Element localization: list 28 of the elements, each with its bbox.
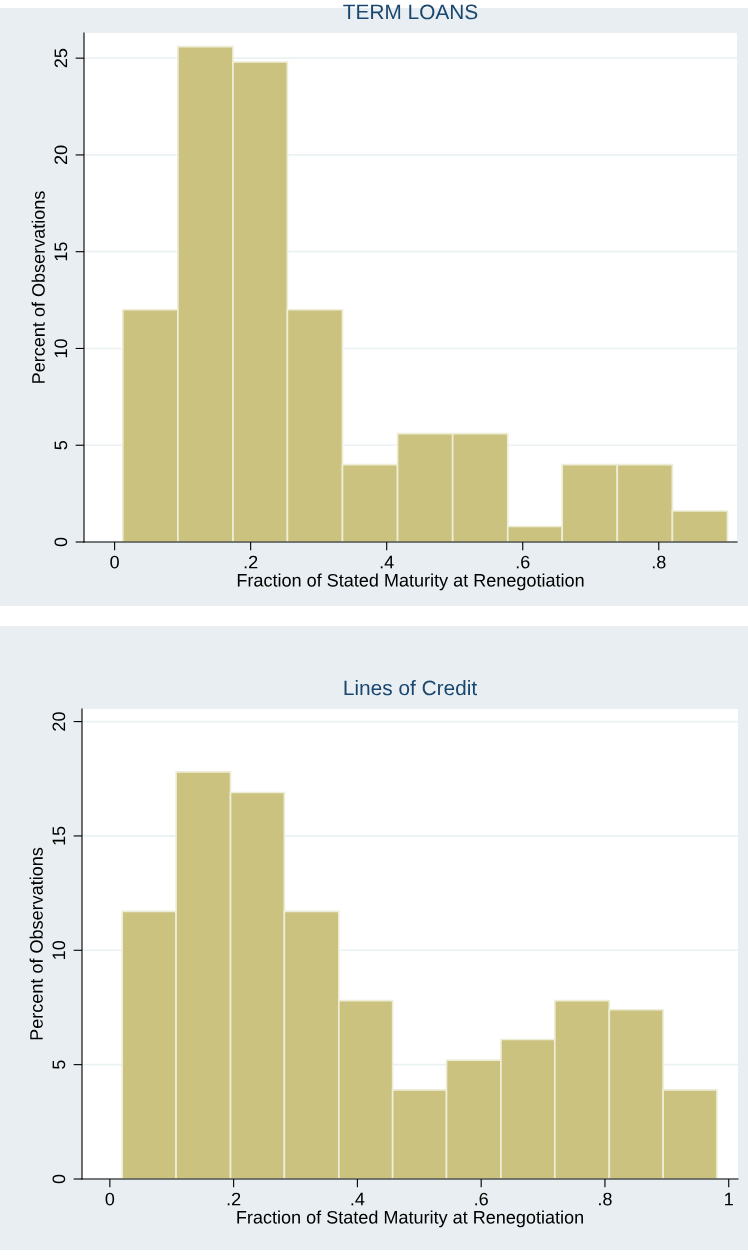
y-tick-label: 0 [54, 537, 68, 547]
x-tick-label: 0 [105, 1192, 115, 1206]
y-tick-label: 5 [54, 440, 68, 450]
x-tick-label: .2 [227, 1192, 241, 1206]
chart-title: TERM LOANS [343, 4, 478, 20]
x-tick-label: .8 [599, 1192, 612, 1206]
y-tick-label: 20 [52, 712, 66, 731]
y-tick-label: 15 [54, 242, 68, 261]
x-tick-label: .4 [380, 555, 394, 569]
chart-title: Lines of Credit [344, 680, 478, 696]
x-tick-label: 0 [110, 555, 119, 569]
x-tick-label: .6 [475, 1192, 488, 1206]
x-axis-title: Fraction of Stated Maturity at Renegotiation [237, 1210, 583, 1228]
y-tick-label: 0 [52, 1174, 66, 1184]
y-tick-label: 15 [52, 826, 66, 845]
y-tick-label: 5 [52, 1060, 66, 1069]
x-tick-label: 1 [725, 1192, 733, 1206]
x-tick-label: .8 [652, 555, 666, 569]
x-tick-label: .4 [351, 1192, 365, 1206]
y-tick-label: 10 [52, 940, 66, 959]
y-tick-label: 25 [54, 48, 68, 68]
x-axis-title: Fraction of Stated Maturity at Renegotiation [237, 573, 584, 591]
y-axis-title: Percent of Observations [29, 847, 43, 1040]
y-tick-label: 10 [54, 339, 68, 358]
y-tick-label: 20 [54, 145, 68, 165]
x-tick-label: .6 [516, 555, 530, 569]
y-axis-title: Percent of Observations [31, 191, 45, 383]
x-tick-label: .2 [244, 555, 258, 569]
